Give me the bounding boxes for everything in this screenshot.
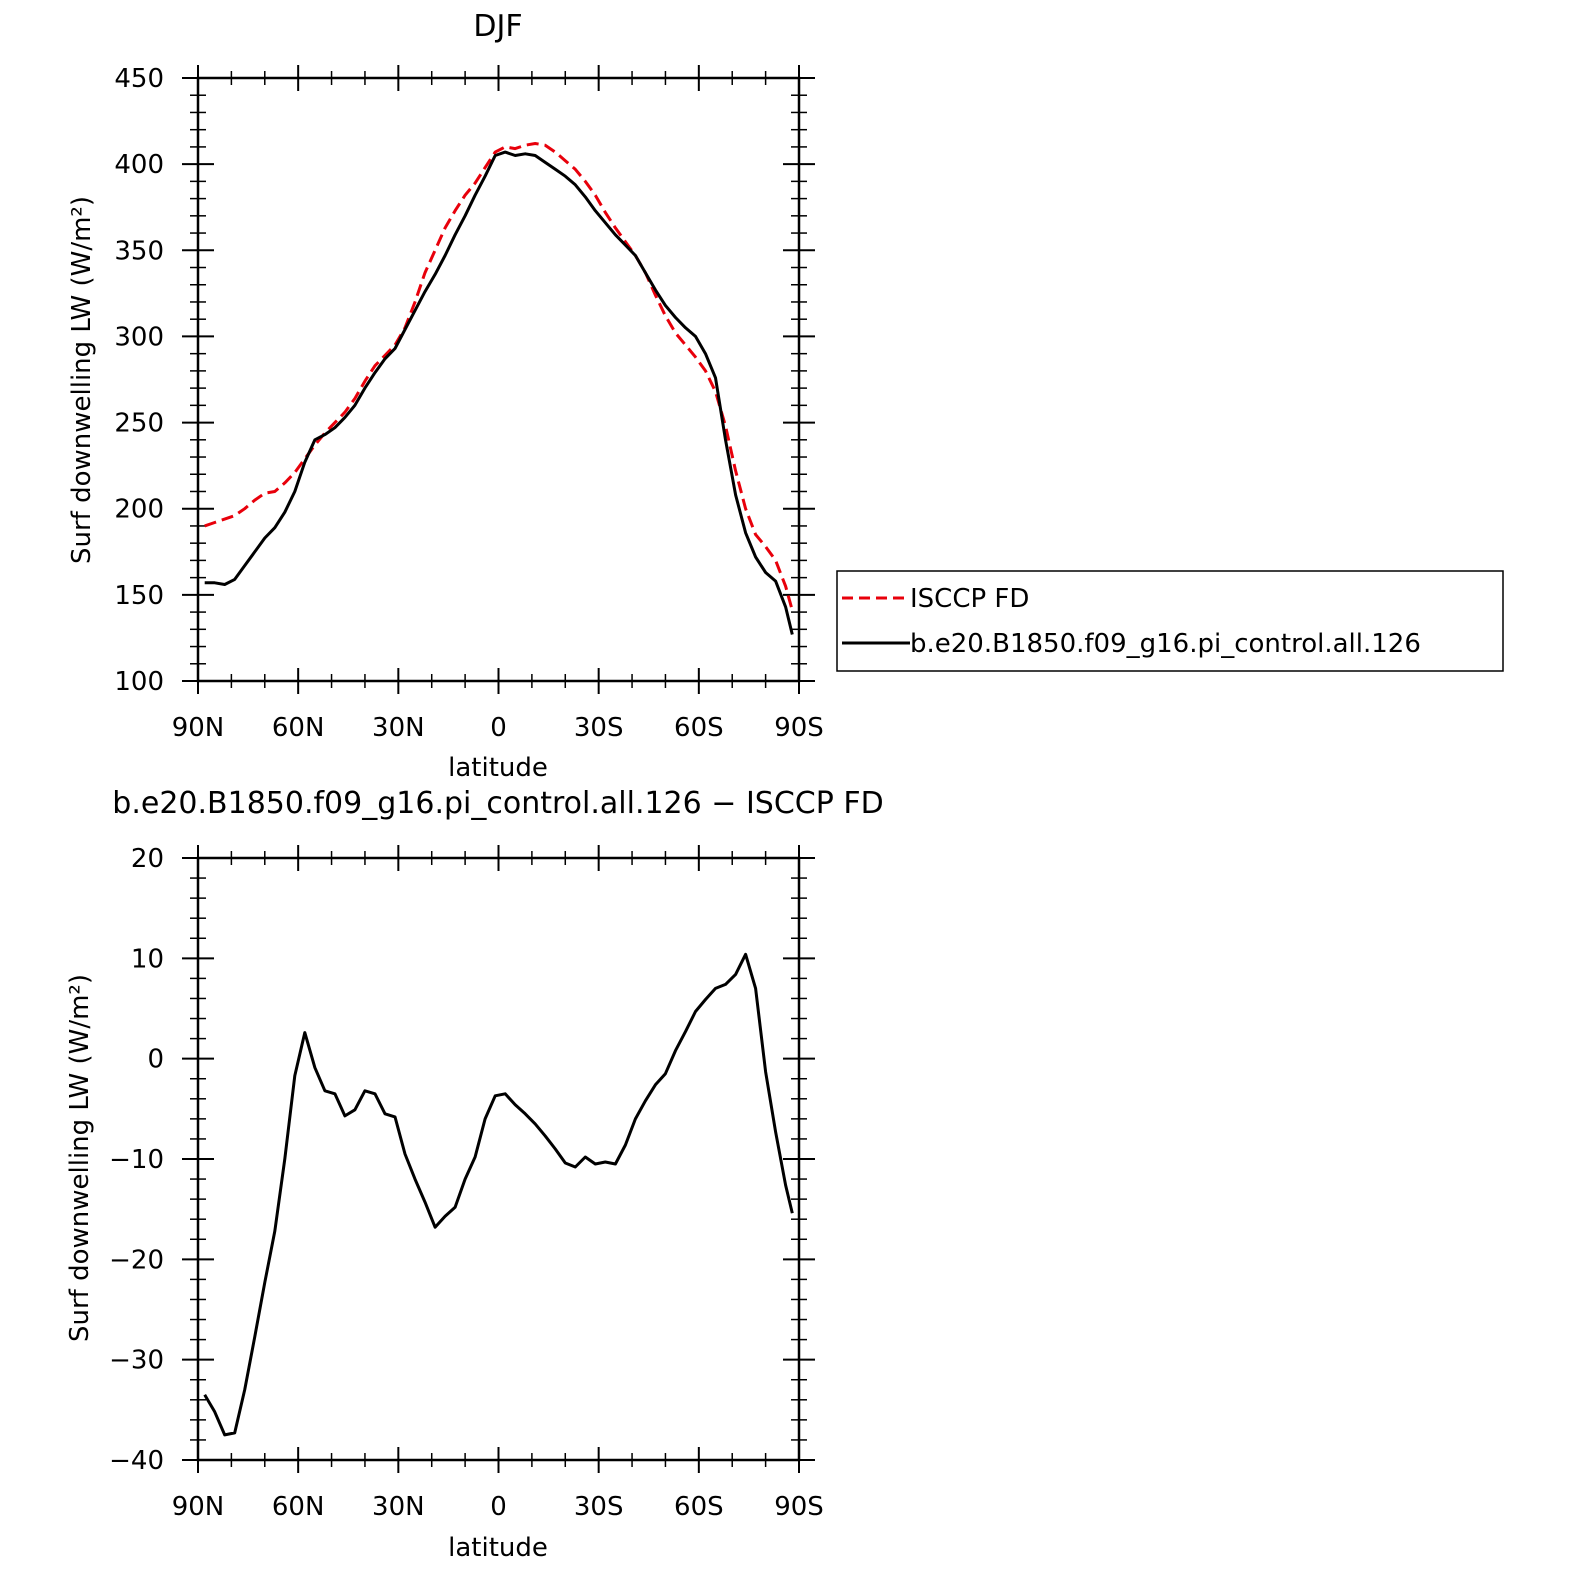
- x-axis-title: latitude: [448, 1533, 548, 1563]
- y-tick-label: −40: [109, 1446, 164, 1476]
- y-axis-title: Surf downwelling LW (W/m²): [65, 974, 95, 1342]
- x-tick-label: 90N: [172, 1492, 225, 1522]
- y-tick-label: 100: [114, 667, 164, 697]
- y-tick-label: −10: [109, 1145, 164, 1175]
- chart-title: DJF: [473, 9, 522, 44]
- x-tick-label: 30S: [574, 713, 624, 743]
- top-chart-djf: DJF 90N 60N 30N 0 30S 60S 90S 100 150 200 250 300 35…: [67, 9, 824, 783]
- plot-frame: [196, 856, 801, 1462]
- chart-title: b.e20.B1850.f09_g16.pi_control.all.126 −…: [112, 786, 883, 821]
- x-tick-label: 90S: [774, 1492, 824, 1522]
- x-tick-label: 0: [490, 1492, 507, 1522]
- y-tick-label: 150: [114, 581, 164, 611]
- y-tick-label: 0: [147, 1045, 164, 1075]
- legend: ISCCP FD b.e20.B1850.f09_g16.pi_control.…: [836, 570, 1504, 672]
- legend-label-model: b.e20.B1850.f09_g16.pi_control.all.126: [910, 629, 1421, 659]
- y-tick-label: 350: [114, 236, 164, 266]
- x-tick-label: 30N: [372, 713, 425, 743]
- x-tick-label: 90N: [172, 713, 225, 743]
- x-tick-label: 60S: [674, 1492, 724, 1522]
- x-tick-label: 0: [490, 713, 507, 743]
- x-axis-title: latitude: [448, 753, 548, 783]
- axes: 90N 60N 30N 0 30S 60S 90S 100 150 200 250 300 350 400…: [114, 64, 823, 743]
- y-tick-label: −20: [109, 1245, 164, 1275]
- y-tick-label: 200: [114, 495, 164, 525]
- x-tick-label: 30S: [574, 1492, 624, 1522]
- x-tick-label: 30N: [372, 1492, 425, 1522]
- y-tick-label: 300: [114, 322, 164, 352]
- y-tick-label: −30: [109, 1346, 164, 1376]
- x-tick-label: 90S: [774, 713, 824, 743]
- y-tick-label: 250: [114, 409, 164, 439]
- y-tick-label: 400: [114, 150, 164, 180]
- x-tick-label: 60N: [272, 1492, 325, 1522]
- x-tick-label: 60N: [272, 713, 325, 743]
- y-axis-title: Surf downwelling LW (W/m²): [67, 196, 97, 564]
- series-line-isccp: [204, 142, 794, 611]
- series-line-difference: [203, 952, 794, 1437]
- y-tick-label: 10: [131, 944, 164, 974]
- series-line-model: [204, 150, 794, 635]
- y-tick-label: 450: [114, 64, 164, 94]
- x-tick-label: 60S: [674, 713, 724, 743]
- y-tick-label: 20: [131, 844, 164, 874]
- series-layer: [204, 142, 794, 635]
- legend-box: [836, 570, 1504, 672]
- bottom-chart-difference: b.e20.B1850.f09_g16.pi_control.all.126 −…: [65, 786, 884, 1563]
- axes: 90N 60N 30N 0 30S 60S 90S −40 −30 −20 −10 0 10 20: [109, 844, 824, 1522]
- legend-label-isccp: ISCCP FD: [910, 584, 1029, 614]
- series-layer: [203, 952, 794, 1437]
